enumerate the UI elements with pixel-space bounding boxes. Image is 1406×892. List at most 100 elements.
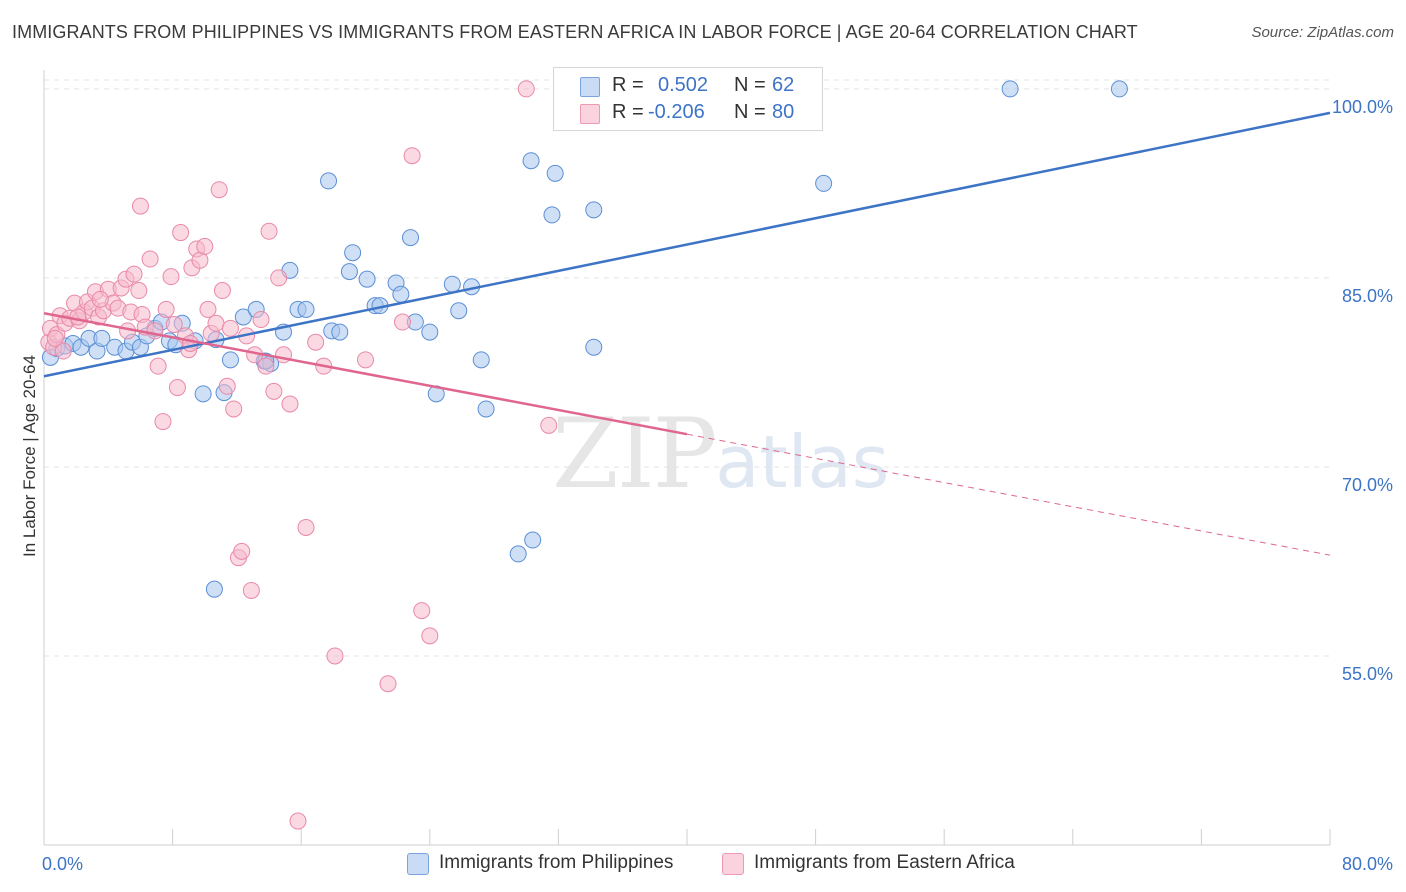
eastern-africa-point (540, 416, 558, 434)
watermark-zip: ZIP (552, 398, 717, 510)
eastern-africa-point (213, 282, 231, 300)
philippines-point (402, 229, 420, 247)
philippines-point (815, 174, 833, 192)
n-label: N = (734, 74, 766, 96)
philippines-point (1001, 80, 1019, 98)
eastern-africa-point (54, 342, 72, 360)
eastern-africa-point (91, 290, 109, 308)
y-tick-label: 100.0% (1332, 97, 1393, 117)
philippines-point (472, 351, 490, 369)
philippines-point (477, 400, 495, 418)
eastern-africa-point (517, 80, 535, 98)
eastern-africa-point (357, 351, 374, 369)
philippines-point (194, 385, 212, 403)
eastern-africa-point (270, 269, 288, 287)
philippines-point (450, 302, 468, 320)
philippines-point (392, 285, 410, 303)
eastern-africa-point (297, 518, 315, 536)
eastern-africa-point (181, 334, 199, 352)
eastern-africa-point (157, 300, 175, 318)
y-tick-label: 70.0% (1342, 475, 1393, 495)
n-label: N = (734, 101, 766, 123)
n-value: 80 (772, 101, 795, 123)
watermark: ZIPatlas (552, 398, 889, 510)
eastern-africa-point (289, 812, 307, 830)
eastern-africa-trend-line (43, 311, 688, 436)
eastern-africa-point (199, 300, 217, 318)
legend-swatch-philippines (407, 853, 429, 875)
philippines-point (358, 270, 376, 288)
stats-box: R = 0.502 N = 62 R = -0.206 N = 80 (553, 67, 823, 131)
legend-swatch-eastern-africa (722, 853, 744, 875)
eastern-africa-point (233, 542, 251, 560)
philippines-point (509, 545, 527, 563)
philippines-point (205, 580, 223, 598)
philippines-point (443, 275, 461, 293)
philippines-point (297, 300, 315, 318)
eastern-africa-point (281, 395, 299, 413)
philippines-point (522, 152, 540, 170)
eastern-africa-point (149, 357, 167, 375)
eastern-africa-point (379, 675, 397, 693)
eastern-africa-point (403, 147, 421, 165)
eastern-africa-point (46, 329, 64, 347)
philippines-point (585, 201, 603, 219)
eastern-africa-point (131, 197, 149, 215)
eastern-africa-point (69, 308, 87, 326)
eastern-africa-trend-extension (686, 433, 1331, 556)
philippines-point (524, 531, 542, 549)
philippines-swatch (580, 77, 600, 97)
y-tick-label: 85.0% (1342, 286, 1393, 306)
philippines-point (221, 351, 239, 369)
stats-row-eastern-africa: R = -0.206 N = 80 (554, 101, 822, 127)
eastern-africa-point (146, 322, 164, 340)
eastern-africa-point (210, 181, 228, 199)
philippines-point (340, 263, 358, 281)
y-tick-label: 55.0% (1342, 664, 1393, 684)
eastern-africa-point (196, 237, 214, 255)
philippines-trend-line (43, 111, 1331, 378)
philippines-point (320, 172, 338, 190)
legend-label-eastern-africa: Immigrants from Eastern Africa (754, 852, 1015, 873)
philippines-point (421, 323, 439, 341)
r-label: R = (612, 101, 644, 123)
eastern-africa-point (207, 314, 225, 332)
eastern-africa-point (265, 382, 283, 400)
philippines-point (585, 338, 603, 356)
eastern-africa-swatch (580, 104, 600, 124)
philippines-point (543, 206, 561, 224)
eastern-africa-point (154, 413, 172, 431)
y-axis-label: In Labor Force | Age 20-64 (20, 355, 39, 557)
source-label: Source: ZipAtlas.com (1251, 24, 1394, 41)
eastern-africa-point (225, 400, 243, 418)
r-value: -0.206 (648, 101, 705, 123)
eastern-africa-point (165, 316, 183, 334)
eastern-africa-point (125, 265, 143, 283)
r-value: 0.502 (658, 74, 709, 96)
eastern-africa-point (172, 224, 190, 242)
eastern-africa-point (242, 581, 260, 599)
philippines-point (546, 164, 564, 182)
eastern-africa-point (252, 311, 270, 329)
x-tick-label: 0.0% (42, 854, 83, 874)
philippines-point (331, 323, 349, 341)
eastern-africa-point (413, 602, 431, 620)
stats-row-philippines: R = 0.502 N = 62 (554, 74, 822, 100)
eastern-africa-point (162, 268, 180, 286)
eastern-africa-point (218, 377, 236, 395)
eastern-africa-point (141, 250, 159, 268)
eastern-africa-point (393, 313, 411, 331)
eastern-africa-point (421, 627, 439, 645)
philippines-point (93, 329, 111, 347)
eastern-africa-point (168, 379, 186, 397)
eastern-africa-point (130, 282, 148, 300)
legend-label-philippines: Immigrants from Philippines (439, 852, 674, 873)
legend: Immigrants from Philippines Immigrants f… (0, 852, 1406, 878)
eastern-africa-point (326, 647, 344, 665)
n-value: 62 (772, 74, 795, 96)
r-label: R = (612, 74, 644, 96)
philippines-point (344, 244, 362, 262)
philippines-point (1110, 80, 1128, 98)
eastern-africa-point (257, 357, 275, 375)
eastern-africa-point (260, 222, 278, 240)
